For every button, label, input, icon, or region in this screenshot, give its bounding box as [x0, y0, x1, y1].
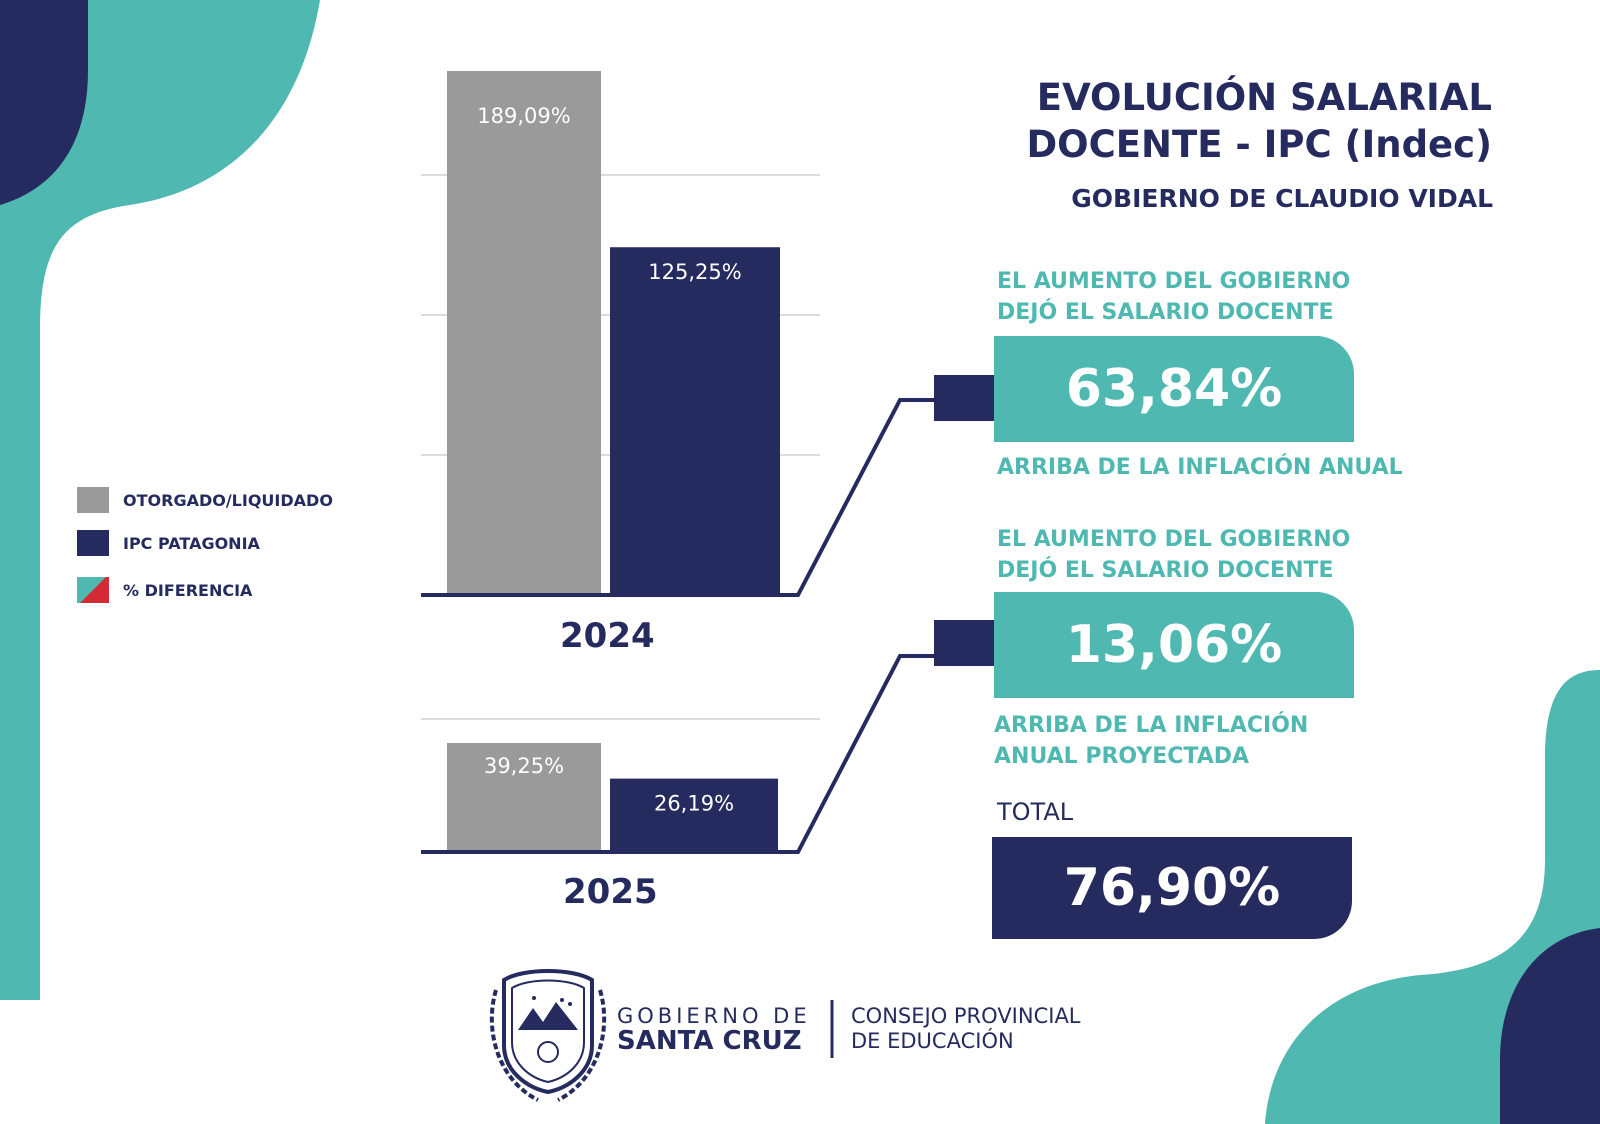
panel-caption-line: ARRIBA DE LA INFLACIÓN	[994, 713, 1309, 738]
year-label-2025: 2025	[563, 872, 658, 912]
bar-value-label: 26,19%	[654, 792, 734, 816]
legend-label: OTORGADO/LIQUIDADO	[123, 490, 333, 510]
legend-swatch-gray	[77, 487, 109, 513]
panel-heading-line: DEJÓ EL SALARIO DOCENTE	[997, 300, 1334, 325]
bar-value-label: 39,25%	[484, 754, 564, 778]
bar-value-label: 189,09%	[477, 104, 570, 128]
difference-value-2024: 63,84%	[994, 336, 1354, 442]
title-line-1: EVOLUCIÓN SALARIAL	[1036, 76, 1492, 119]
chart-2024: 189,09% 125,25%	[421, 71, 820, 593]
corner-blob-navy-top-left	[0, 0, 88, 205]
footer-council-line-1: CONSEJO PROVINCIAL	[851, 1004, 1081, 1028]
bar-2024-otorgado	[447, 71, 601, 593]
page-subtitle: GOBIERNO DE CLAUDIO VIDAL	[1071, 184, 1493, 213]
panel-heading-line: DEJÓ EL SALARIO DOCENTE	[997, 558, 1334, 583]
panel-2-heading: EL AUMENTO DEL GOBIERNO DEJÓ EL SALARIO …	[997, 524, 1350, 586]
panel-heading-line: EL AUMENTO DEL GOBIERNO	[997, 269, 1351, 294]
legend-label: IPC PATAGONIA	[123, 533, 260, 553]
footer-gov-line-2: SANTA CRUZ	[617, 1026, 802, 1056]
santa-cruz-crest-icon	[489, 969, 607, 1102]
legend-label: % DIFERENCIA	[123, 580, 253, 600]
legend-swatch-split	[77, 577, 109, 603]
legend-item-otorgado: OTORGADO/LIQUIDADO	[77, 487, 333, 513]
total-value: 76,90%	[992, 837, 1352, 939]
bar-value-label: 125,25%	[648, 260, 741, 284]
total-label: TOTAL	[997, 798, 1074, 826]
footer-council-line-2: DE EDUCACIÓN	[851, 1029, 1014, 1053]
corner-blob-navy-bottom-right	[1500, 928, 1600, 1124]
chart-2025: 39,25% 26,19%	[421, 718, 820, 850]
panel-caption-line: ANUAL PROYECTADA	[994, 744, 1250, 769]
panel-1-caption: ARRIBA DE LA INFLACIÓN ANUAL	[997, 455, 1403, 480]
panel-heading-line: EL AUMENTO DEL GOBIERNO	[997, 527, 1351, 552]
year-label-2024: 2024	[560, 616, 655, 656]
title-line-2: DOCENTE - IPC (Indec)	[1026, 123, 1492, 166]
bar-2025-otorgado	[447, 743, 601, 850]
bar-2024-ipc	[610, 247, 780, 593]
difference-value-2025: 13,06%	[994, 592, 1354, 698]
footer-gov-line-1: GOBIERNO DE	[617, 1004, 811, 1028]
legend-swatch-navy	[77, 530, 109, 556]
panel-1-heading: EL AUMENTO DEL GOBIERNO DEJÓ EL SALARIO …	[997, 266, 1350, 328]
page-title: EVOLUCIÓN SALARIAL DOCENTE - IPC (Indec)	[1026, 74, 1492, 168]
panel-2-caption: ARRIBA DE LA INFLACIÓN ANUAL PROYECTADA	[994, 710, 1308, 772]
bar-2025-ipc	[610, 778, 778, 850]
legend-item-diferencia: % DIFERENCIA	[77, 577, 252, 603]
legend-item-ipc: IPC PATAGONIA	[77, 530, 260, 556]
